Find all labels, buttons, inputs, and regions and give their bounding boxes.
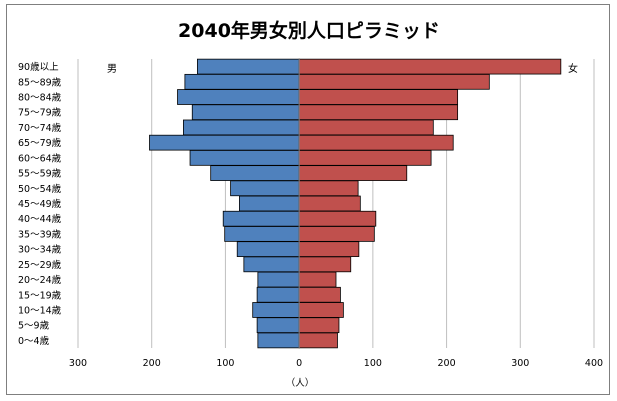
bar-female (298, 286, 341, 303)
category-label: 35～39歳 (18, 228, 62, 240)
x-tick-label: 100 (216, 358, 234, 369)
bar-female (298, 195, 361, 212)
bar-female (298, 89, 459, 105)
bar-female (298, 226, 375, 242)
x-axis-label: （人） (286, 377, 315, 389)
bar-female (298, 119, 434, 136)
bar-female (298, 58, 562, 75)
bar-female (298, 256, 352, 273)
x-tick-label: 400 (585, 358, 603, 369)
chart-title: 2040年男女別人口ピラミッド (178, 19, 440, 42)
bar-male (197, 58, 300, 75)
category-label: 20～24歳 (18, 274, 62, 286)
bar-female (298, 332, 338, 349)
bar-female (298, 150, 432, 166)
x-tick-label: 100 (364, 358, 382, 369)
bar-female (298, 104, 459, 121)
bar-male (177, 89, 300, 105)
x-tick-label: 300 (69, 358, 87, 369)
category-labels: 0～4歳 5～9歳 10～14歳 15～19歳 20～24歳 25～29歳 30～34歳 35… (18, 61, 62, 347)
bar-male (191, 104, 300, 121)
category-label: 70～74歳 (18, 122, 62, 134)
bar-male (210, 165, 300, 181)
bar-female (298, 210, 377, 227)
category-label: 40～44歳 (18, 213, 62, 225)
category-label: 55～59歳 (18, 168, 62, 180)
bar-female (298, 302, 344, 318)
x-tick-label: 200 (143, 358, 161, 369)
bar-male (252, 302, 300, 318)
bar-male (243, 256, 300, 273)
series-label-female: 女 (568, 62, 578, 75)
bar-male (236, 241, 300, 257)
bar-male (239, 195, 300, 212)
bar-male (256, 317, 300, 334)
category-label: 80～84歳 (18, 92, 62, 104)
category-label: 65～79歳 (18, 137, 62, 149)
bar-male (256, 286, 300, 303)
category-label: 15～19歳 (18, 289, 62, 301)
bar-female (298, 73, 490, 90)
x-tick-label: 0 (296, 358, 302, 369)
category-label: 10～14歳 (18, 304, 62, 316)
x-tick-label: 300 (511, 358, 529, 369)
bar-female (298, 165, 408, 181)
bar-male (149, 134, 300, 151)
category-label: 45～49歳 (18, 198, 62, 210)
bar-female (298, 180, 359, 197)
bar-male (224, 226, 300, 242)
bar-male (184, 73, 300, 90)
bars (149, 58, 562, 349)
bar-female (298, 241, 360, 257)
category-label: 30～34歳 (18, 244, 62, 256)
bar-male (189, 150, 300, 166)
x-tick-label: 200 (438, 358, 456, 369)
bar-female (298, 317, 340, 334)
bar-male (257, 271, 300, 288)
category-label: 0～4歳 (18, 335, 50, 347)
category-label: 25～29歳 (18, 259, 62, 271)
category-label: 60～64歳 (18, 152, 62, 164)
bar-female (298, 134, 454, 151)
bar-male (183, 119, 300, 136)
category-label: 5～9歳 (18, 320, 50, 332)
bar-male (257, 332, 300, 349)
bar-male (230, 180, 300, 197)
category-label: 75～79歳 (18, 107, 62, 119)
bar-female (298, 271, 337, 288)
category-label: 50～54歳 (18, 183, 62, 195)
series-label-male: 男 (107, 63, 117, 75)
bar-male (222, 210, 300, 227)
x-tick-labels: 300 200 100 0 100 200 300 400 (69, 358, 603, 369)
category-label: 90歳以上 (18, 61, 59, 73)
category-label: 85～89歳 (18, 76, 62, 88)
